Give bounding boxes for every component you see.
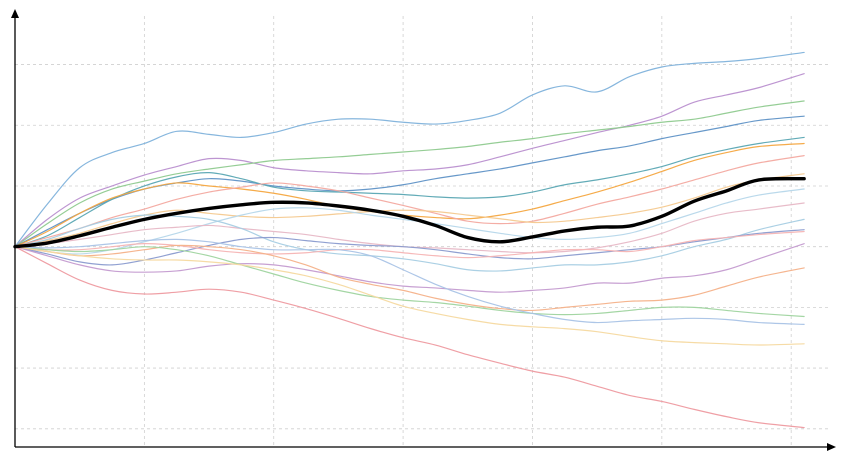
series-line-4 bbox=[14, 115, 805, 248]
series-line-17 bbox=[14, 238, 805, 325]
series-line-8 bbox=[14, 173, 805, 248]
series-line-3 bbox=[14, 100, 805, 248]
series-line-15 bbox=[14, 244, 805, 312]
mean-line bbox=[13, 176, 806, 249]
series-line-13 bbox=[14, 230, 805, 259]
series-line-5 bbox=[14, 136, 805, 248]
y-axis-arrow-icon bbox=[11, 9, 19, 18]
x-axis-arrow-icon bbox=[827, 443, 836, 451]
series-line-2 bbox=[14, 73, 805, 248]
series-line-7 bbox=[14, 155, 805, 248]
series-line-1 bbox=[14, 51, 805, 248]
mean-series-line bbox=[13, 176, 806, 249]
series-line-14 bbox=[14, 243, 805, 293]
series-line-11 bbox=[14, 214, 805, 272]
axes bbox=[11, 9, 836, 451]
series-line-9 bbox=[14, 188, 805, 255]
series-line-19 bbox=[14, 246, 805, 429]
series-line-16 bbox=[14, 246, 805, 318]
series-line-18 bbox=[14, 246, 805, 346]
series-lines bbox=[14, 51, 805, 429]
grid bbox=[15, 16, 830, 447]
